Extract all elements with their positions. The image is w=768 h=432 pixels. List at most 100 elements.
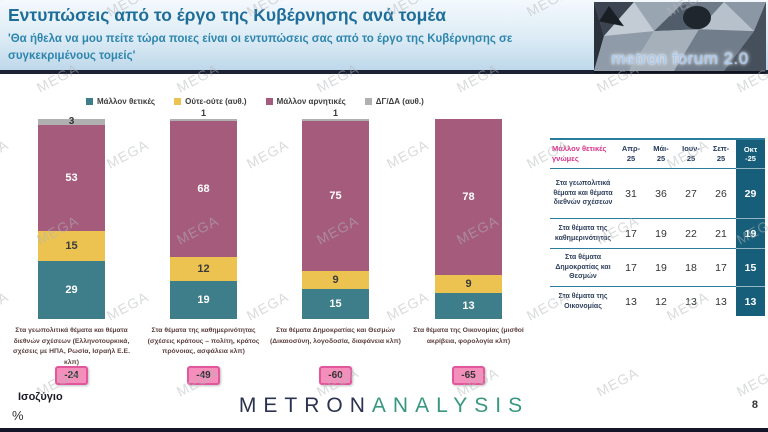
table-row: Στα θέματα της Οικονομίας 13 12 13 13 13	[550, 286, 765, 316]
page-number: 8	[751, 399, 758, 411]
table-month-header: Ιουν- 25	[682, 144, 700, 163]
balance-badge-wrap: -24	[5, 366, 138, 385]
bar-category-label: Στα θέματα της Οικονομίας (μισθοί ακρίβε…	[413, 327, 524, 345]
table-month-header: Μάι- 25	[653, 144, 669, 163]
table-value-cell: 36	[646, 168, 676, 218]
table-value-cell: 29	[736, 168, 765, 218]
logo-mosaic-image	[594, 2, 766, 71]
bar-segment: 53	[38, 125, 105, 231]
bar-segment-value: 53	[65, 172, 78, 184]
stacked-bar-chart: 3 53 15 29 Στα γεωπολιτικά θέματα και θέματα…	[5, 0, 535, 432]
legend-label: Ούτε-ούτε (αυθ.)	[185, 97, 247, 106]
bar-segment-value: 15	[65, 240, 78, 252]
bar-segment-value: 68	[197, 183, 210, 195]
bar-segment-value: 9	[332, 274, 339, 286]
table-value-cell: 12	[646, 286, 676, 316]
table-row-label: Στα γεωπολιτικά θέματα και θέματα διεθνώ…	[550, 168, 616, 218]
balance-badge: -60	[319, 366, 352, 385]
table-title-cell: Μάλλον θετικές γνώμες	[552, 144, 607, 163]
legend-item: Μάλλον αρνητικές	[265, 97, 346, 106]
table-value-cell: 13	[616, 286, 646, 316]
table-row-label: Στα θέματα της καθημερινότητας	[550, 218, 616, 248]
bar-segment: 12	[170, 257, 237, 281]
bottom-divider	[0, 428, 768, 432]
bar-segment: 3	[38, 116, 105, 127]
metron-analysis-logo: METRONANALYSIS	[0, 394, 768, 418]
bar-segment: 68	[170, 121, 237, 257]
header: Εντυπώσεις από το έργο της Κυβέρνησης αν…	[0, 0, 768, 74]
table-month-header: Οκτ -25	[736, 140, 765, 168]
bar-stack: 3 53 15 29	[38, 116, 105, 319]
bar-segment-value: 9	[465, 278, 472, 290]
bar-segment-value: 12	[197, 263, 210, 275]
table-header-row: Μάλλον θετικές γνώμες Απρ- 25 Μάι- 25 Ιουν-…	[550, 140, 765, 168]
balance-badge: -65	[452, 366, 485, 385]
bar-group: 68 12 19 1 Στα θέματα της καθημερινότητας (σ…	[137, 0, 270, 432]
legend-item: ΔΓ/ΔΑ (αυθ.)	[364, 97, 424, 106]
legend-label: Μάλλον θετικές	[97, 97, 156, 106]
logo-analysis-text: ANALYSIS	[371, 394, 530, 417]
table-row-label: Στα θέματα Δημοκρατίας και Θεσμών	[550, 248, 616, 286]
bar-segment: 9	[302, 271, 369, 289]
logo-metron-text: METRON	[238, 394, 372, 417]
legend-swatch	[265, 98, 273, 105]
table-value-cell: 13	[706, 286, 736, 316]
metron-forum-logo: metron forum 2.0	[594, 2, 766, 73]
bar-category-label: Στα θέματα της καθημερινότητας (σχέσεις …	[147, 327, 260, 356]
trend-table: Μάλλον θετικές γνώμες Απρ- 25 Μάι- 25 Ιουν-…	[550, 138, 765, 316]
bar-segment-value: 78	[462, 191, 475, 203]
legend-swatch	[174, 98, 182, 105]
bar-segment-value: 75	[329, 190, 342, 202]
bar-group: 3 53 15 29 Στα γεωπολιτικά θέματα και θέματα…	[5, 0, 138, 432]
balance-badge: -24	[55, 366, 88, 385]
bar-segment: 9	[435, 275, 502, 293]
table-month-header: Απρ- 25	[621, 144, 641, 163]
table-value-cell: 13	[736, 286, 765, 316]
unit-label: %	[12, 408, 24, 423]
table-value-cell: 15	[736, 248, 765, 286]
bar-stack: 75 9 15	[302, 119, 369, 319]
bar-top-value: 1	[200, 108, 206, 118]
table-value-cell: 17	[706, 248, 736, 286]
bar-stack: 68 12 19	[170, 119, 237, 319]
bar-stack: 78 9 13	[435, 119, 502, 319]
table-value-cell: 19	[646, 218, 676, 248]
table-value-cell: 31	[616, 168, 646, 218]
bar-group: 75 9 15 1 Στα θέματα Δημοκρατίας και Θεσμών …	[269, 0, 402, 432]
bar-top-value: 1	[332, 108, 338, 118]
bar-segment: 13	[435, 293, 502, 319]
bar-segment: 15	[38, 231, 105, 261]
legend-label: ΔΓ/ΔΑ (αυθ.)	[375, 97, 424, 106]
table-value-cell: 19	[646, 248, 676, 286]
table-value-cell: 13	[676, 286, 706, 316]
table-value-cell: 17	[616, 248, 646, 286]
bar-segment: 78	[435, 119, 502, 275]
table-row: Στα θέματα Δημοκρατίας και Θεσμών 17 19 18 1…	[550, 248, 765, 286]
table-row-label: Στα θέματα της Οικονομίας	[550, 286, 616, 316]
bar-group: 78 9 13 Στα θέματα της Οικονομίας (μισθοί α…	[402, 0, 535, 432]
page-title: Εντυπώσεις από το έργο της Κυβέρνησης αν…	[8, 5, 447, 25]
table-month-header: Σεπ- 25	[712, 144, 730, 163]
chart-legend: Μάλλον θετικές Ούτε-ούτε (αυθ.) Μάλλον αρν…	[86, 97, 424, 106]
bar-segment: 15	[302, 289, 369, 319]
balance-badge-wrap: -49	[137, 366, 270, 385]
balance-caption: Ισοζύγιο	[18, 391, 63, 403]
table-value-cell: 19	[736, 218, 765, 248]
bar-segment-value: 19	[197, 294, 210, 306]
legend-label: Μάλλον αρνητικές	[276, 97, 346, 106]
legend-item: Μάλλον θετικές	[86, 97, 155, 106]
balance-badge-wrap: -65	[402, 366, 535, 385]
balance-badge: -49	[187, 366, 220, 385]
bar-segment: 75	[302, 121, 369, 271]
table-value-cell: 22	[676, 218, 706, 248]
bar-segment-value: 3	[68, 116, 75, 127]
table-value-cell: 17	[616, 218, 646, 248]
legend-item: Ούτε-ούτε (αυθ.)	[174, 97, 247, 106]
bar-segment	[302, 119, 369, 121]
bar-segment-value: 15	[329, 298, 342, 310]
table-value-cell: 27	[676, 168, 706, 218]
bar-segment	[170, 119, 237, 121]
bar-category-label: Στα θέματα Δημοκρατίας και Θεσμών (Δικαι…	[270, 327, 401, 345]
table-row: Στα γεωπολιτικά θέματα και θέματα διεθνώ…	[550, 168, 765, 218]
